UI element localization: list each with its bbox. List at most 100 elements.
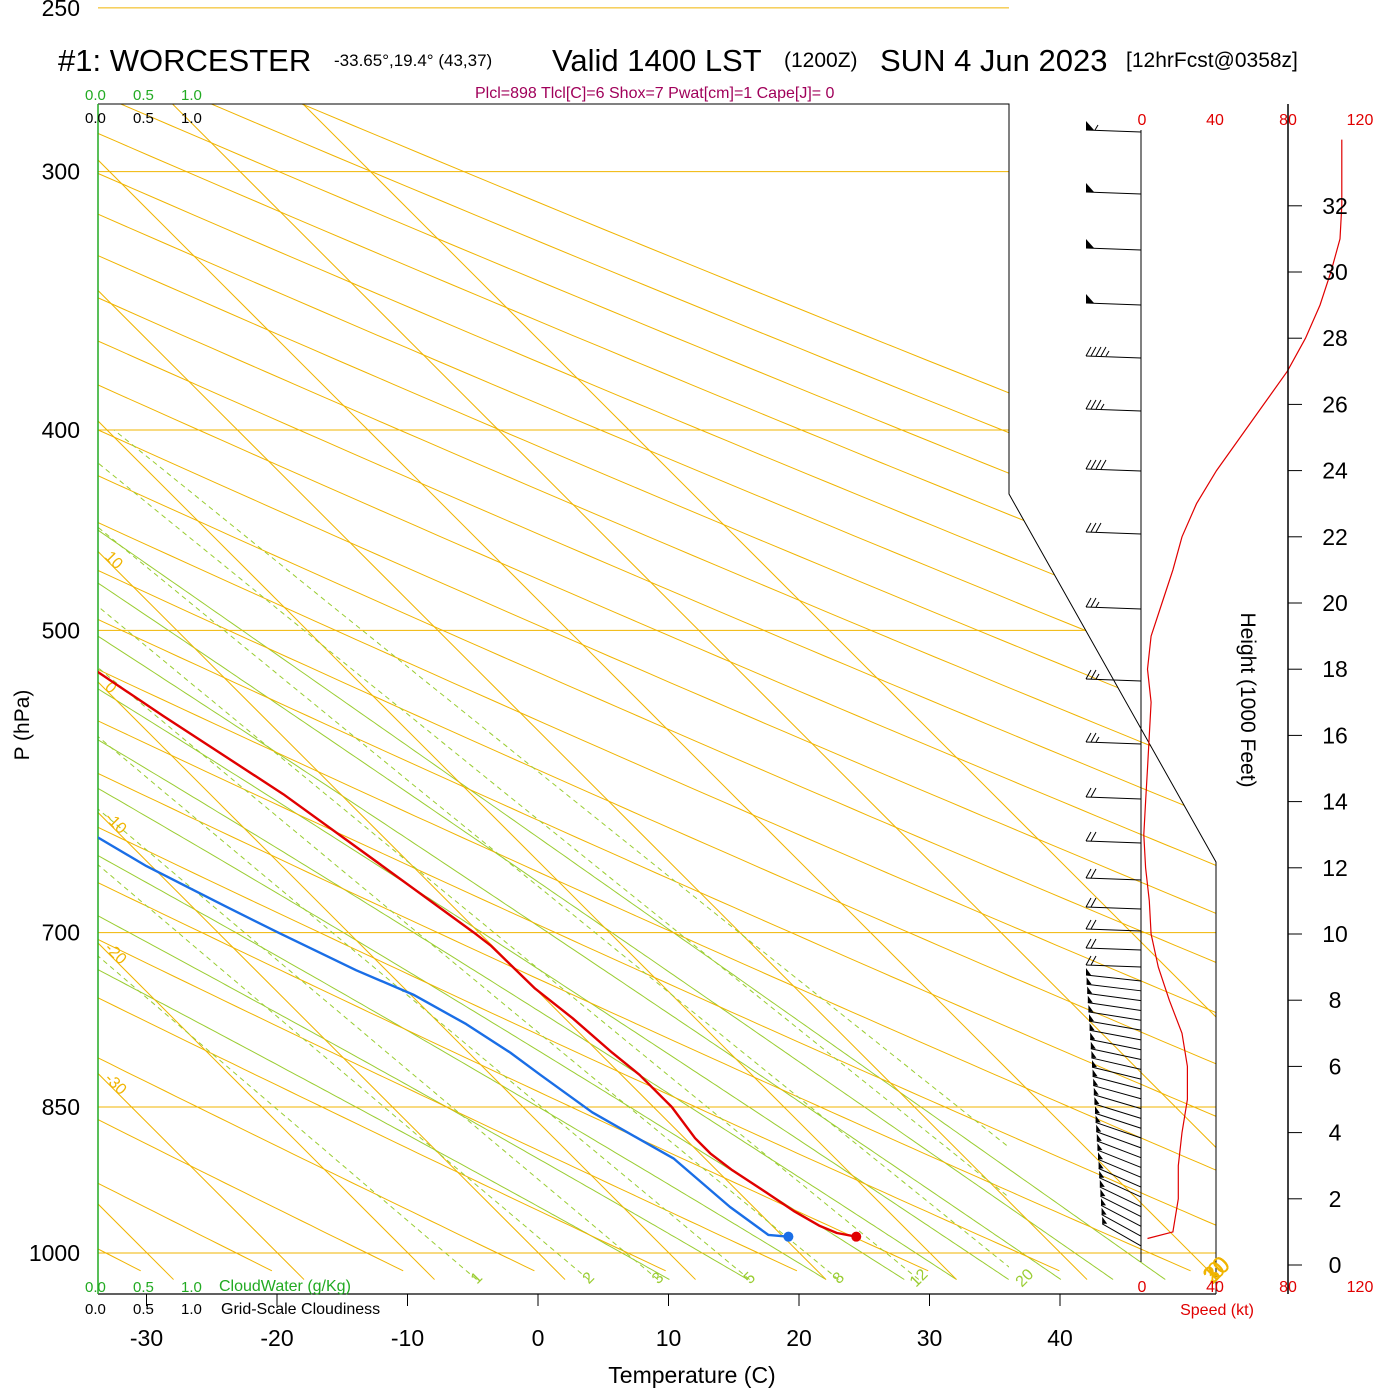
dry-adiabat-430	[98, 104, 1216, 1272]
plot-frame	[97, 103, 1217, 1295]
left-isotherm-label-3: -20	[101, 940, 129, 968]
top-black-2: 1.0	[181, 110, 202, 127]
left-isotherm-label-4: -30	[101, 1070, 129, 1098]
zulu-time: (1200Z)	[784, 49, 858, 72]
wind-barb-low-19	[1097, 1143, 1142, 1168]
x-tick-label-4: 10	[656, 1325, 682, 1351]
wind-barb-low-8	[1090, 1041, 1142, 1061]
isotherm-50	[98, 104, 1216, 1280]
wind-barb-16	[1085, 938, 1142, 951]
wind-barb-low-16	[1095, 1115, 1142, 1139]
sounding-indices: Plcl=898 Tlcl[C]=6 Shox=7 Pwat[cm]=1 Cap…	[475, 85, 835, 102]
wind-barb-low-15	[1094, 1106, 1142, 1129]
surface-dewpoint-dot	[783, 1231, 794, 1242]
wind-barb-4	[1085, 346, 1142, 359]
p-tick-label-0: 250	[42, 0, 80, 21]
wind-barb-low-12	[1093, 1078, 1142, 1100]
x-tick-label-1: -20	[260, 1325, 293, 1351]
dry-adiabat-450	[98, 104, 1216, 1272]
mixing-ratio-2	[98, 864, 589, 1280]
speed-tick-bottom-1: 40	[1206, 1279, 1224, 1296]
wind-barb-low-17	[1096, 1124, 1142, 1149]
sounding-profiles	[98, 670, 862, 1242]
moist-adiabats	[98, 104, 1166, 1280]
mixing-ratio-label-2: 3	[649, 1269, 667, 1287]
wind-barb-low-1	[1086, 977, 1142, 992]
wind-speed-profile	[1143, 139, 1343, 1240]
bottom-green-1: 0.5	[133, 1279, 154, 1296]
mixing-ratio-20	[98, 526, 1009, 1268]
y-axis-title: P (hPa)	[11, 690, 34, 761]
moist-adiabat-28	[98, 104, 1062, 1280]
height-tick-label-13: 26	[1322, 391, 1348, 417]
wind-barb-low-27	[1101, 1216, 1142, 1247]
wind-barb-low-0	[1085, 968, 1142, 982]
dry-adiabat-260	[98, 104, 535, 1272]
dry-adiabat-380	[98, 104, 1216, 1272]
wind-barb-7	[1085, 522, 1142, 535]
p-tick-label-3: 500	[42, 617, 80, 643]
speed-tick-bottom-0: 0	[1138, 1279, 1147, 1296]
mixing-ratio-8	[98, 666, 839, 1280]
speed-tick-top-3: 120	[1347, 112, 1374, 129]
wind-barb-low-3	[1087, 995, 1142, 1011]
cloudwater-label: CloudWater (g/Kg)	[219, 1278, 351, 1295]
cloudiness-label: Grid-Scale Cloudiness	[221, 1301, 380, 1318]
wind-barb-6	[1085, 459, 1142, 472]
wind-barbs	[1085, 121, 1142, 1262]
dry-adiabat-460	[98, 104, 1216, 1272]
wind-barb-14	[1085, 897, 1142, 910]
mixing-ratio-labels: 1 2 3 5 8 12 20	[468, 1266, 1038, 1291]
x-tick-label-0: -30	[130, 1325, 163, 1351]
mixing-ratio-label-0: 1	[468, 1269, 486, 1287]
wind-barb-low-22	[1098, 1170, 1142, 1198]
wind-barb-low-9	[1091, 1050, 1142, 1070]
wind-barb-17	[1085, 955, 1142, 968]
forecast-info: [12hrFcst@0358z]	[1126, 49, 1298, 72]
dry-adiabat-470	[98, 104, 1216, 1272]
wind-barb-low-10	[1091, 1060, 1142, 1080]
x-tick-label-5: 20	[786, 1325, 812, 1351]
top-green-0: 0.0	[85, 87, 106, 104]
mixing-ratio-lines	[98, 429, 1009, 1280]
wind-barb-low-7	[1090, 1032, 1142, 1051]
dry-adiabat-350	[98, 104, 1216, 1272]
left-isotherm-label-0: 10	[101, 548, 126, 573]
top-black-0: 0.0	[85, 110, 106, 127]
surface-temperature-dot	[851, 1231, 862, 1242]
wind-barb-low-14	[1094, 1097, 1142, 1119]
wind-barb-low-11	[1092, 1069, 1142, 1090]
x-tick-label-3: 0	[532, 1325, 545, 1351]
height-tick-label-12: 24	[1322, 458, 1348, 484]
height-tick-label-10: 20	[1322, 590, 1348, 616]
bottom-green-2: 1.0	[181, 1279, 202, 1296]
moist-adiabat-24	[98, 104, 1009, 1280]
p-tick-label-5: 850	[42, 1094, 80, 1120]
wind-barb-15	[1085, 919, 1142, 932]
wind-barb-1	[1085, 183, 1142, 195]
moist-adiabat-10	[98, 104, 827, 1280]
dry-adiabat-390	[98, 104, 1216, 1272]
dry-adiabats	[98, 104, 1216, 1272]
height-tick-label-7: 14	[1322, 789, 1348, 815]
height-tick-label-5: 10	[1322, 921, 1348, 947]
height-tick-label-15: 30	[1322, 259, 1348, 285]
temperature-axis: -30 -20 -10 0 10 20 30 40	[130, 1294, 1073, 1351]
mixing-ratio-label-1: 2	[580, 1269, 598, 1287]
wind-barb-0	[1085, 121, 1142, 133]
dry-adiabat-320	[98, 104, 1216, 1272]
isotherm--20	[98, 104, 435, 1280]
height-tick-label-16: 32	[1322, 193, 1348, 219]
isotherm-20	[98, 104, 957, 1280]
mixing-ratio-label-3: 5	[741, 1269, 759, 1287]
mixing-ratio-label-4: 8	[830, 1269, 848, 1287]
wind-barb-10	[1085, 732, 1142, 745]
dry-adiabat-410	[98, 104, 1216, 1272]
wind-barb-low-18	[1096, 1133, 1142, 1159]
wind-barb-low-23	[1099, 1179, 1142, 1208]
x-axis-title: Temperature (C)	[608, 1362, 775, 1388]
p-tick-label-1: 300	[42, 159, 80, 185]
x-tick-label-6: 30	[917, 1325, 943, 1351]
wind-barb-low-21	[1098, 1161, 1142, 1188]
